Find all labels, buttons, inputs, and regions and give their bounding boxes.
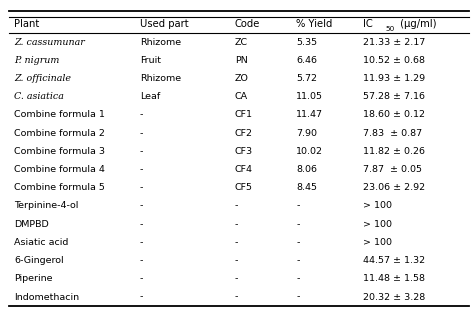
Text: -: -	[140, 165, 143, 174]
Text: Combine formula 1: Combine formula 1	[14, 111, 105, 119]
Text: -: -	[296, 293, 300, 301]
Text: CF3: CF3	[235, 147, 253, 156]
Text: 11.82 ± 0.26: 11.82 ± 0.26	[363, 147, 425, 156]
Text: CA: CA	[235, 92, 248, 101]
Text: CF5: CF5	[235, 183, 253, 192]
Text: 8.45: 8.45	[296, 183, 317, 192]
Text: 7.90: 7.90	[296, 129, 317, 138]
Text: 11.48 ± 1.58: 11.48 ± 1.58	[363, 274, 425, 283]
Text: Rhizome: Rhizome	[140, 38, 181, 46]
Text: -: -	[140, 293, 143, 301]
Text: -: -	[235, 274, 238, 283]
Text: Combine formula 4: Combine formula 4	[14, 165, 105, 174]
Text: -: -	[235, 202, 238, 210]
Text: -: -	[296, 220, 300, 229]
Text: Terpinine-4-ol: Terpinine-4-ol	[14, 202, 79, 210]
Text: -: -	[296, 202, 300, 210]
Text: Combine formula 2: Combine formula 2	[14, 129, 105, 138]
Text: CF4: CF4	[235, 165, 253, 174]
Text: 11.93 ± 1.29: 11.93 ± 1.29	[363, 74, 425, 83]
Text: -: -	[140, 129, 143, 138]
Text: Leaf: Leaf	[140, 92, 160, 101]
Text: 5.72: 5.72	[296, 74, 317, 83]
Text: CF1: CF1	[235, 111, 253, 119]
Text: P. nigrum: P. nigrum	[14, 56, 60, 65]
Text: Combine formula 3: Combine formula 3	[14, 147, 105, 156]
Text: ZC: ZC	[235, 38, 248, 46]
Text: C. asiatica: C. asiatica	[14, 92, 64, 101]
Text: 18.60 ± 0.12: 18.60 ± 0.12	[363, 111, 425, 119]
Text: > 100: > 100	[363, 238, 392, 247]
Text: 8.06: 8.06	[296, 165, 317, 174]
Text: 7.87  ± 0.05: 7.87 ± 0.05	[363, 165, 421, 174]
Text: -: -	[140, 238, 143, 247]
Text: % Yield: % Yield	[296, 19, 333, 29]
Text: Z. officinale: Z. officinale	[14, 74, 71, 83]
Text: Combine formula 5: Combine formula 5	[14, 183, 105, 192]
Text: 20.32 ± 3.28: 20.32 ± 3.28	[363, 293, 425, 301]
Text: > 100: > 100	[363, 220, 392, 229]
Text: Plant: Plant	[14, 19, 39, 29]
Text: -: -	[140, 183, 143, 192]
Text: -: -	[140, 202, 143, 210]
Text: (μg/ml): (μg/ml)	[397, 19, 436, 29]
Text: Z. cassumunar: Z. cassumunar	[14, 38, 85, 46]
Text: -: -	[235, 220, 238, 229]
Text: 44.57 ± 1.32: 44.57 ± 1.32	[363, 256, 425, 265]
Text: -: -	[140, 147, 143, 156]
Text: 10.02: 10.02	[296, 147, 323, 156]
Text: -: -	[140, 220, 143, 229]
Text: 50: 50	[385, 26, 395, 32]
Text: PN: PN	[235, 56, 247, 65]
Text: Asiatic acid: Asiatic acid	[14, 238, 69, 247]
Text: -: -	[296, 238, 300, 247]
Text: 11.47: 11.47	[296, 111, 323, 119]
Text: -: -	[296, 274, 300, 283]
Text: -: -	[140, 111, 143, 119]
Text: 6-Gingerol: 6-Gingerol	[14, 256, 64, 265]
Text: 6.46: 6.46	[296, 56, 317, 65]
Text: Fruit: Fruit	[140, 56, 161, 65]
Text: Code: Code	[235, 19, 260, 29]
Text: ZO: ZO	[235, 74, 248, 83]
Text: Indomethacin: Indomethacin	[14, 293, 79, 301]
Text: 21.33 ± 2.17: 21.33 ± 2.17	[363, 38, 425, 46]
Text: Piperine: Piperine	[14, 274, 53, 283]
Text: -: -	[296, 256, 300, 265]
Text: 57.28 ± 7.16: 57.28 ± 7.16	[363, 92, 425, 101]
Text: 10.52 ± 0.68: 10.52 ± 0.68	[363, 56, 425, 65]
Text: -: -	[235, 238, 238, 247]
Text: > 100: > 100	[363, 202, 392, 210]
Text: 23.06 ± 2.92: 23.06 ± 2.92	[363, 183, 425, 192]
Text: IC: IC	[363, 19, 373, 29]
Text: -: -	[140, 256, 143, 265]
Text: 5.35: 5.35	[296, 38, 318, 46]
Text: CF2: CF2	[235, 129, 253, 138]
Text: DMPBD: DMPBD	[14, 220, 49, 229]
Text: -: -	[235, 256, 238, 265]
Text: -: -	[140, 274, 143, 283]
Text: Rhizome: Rhizome	[140, 74, 181, 83]
Text: 7.83  ± 0.87: 7.83 ± 0.87	[363, 129, 422, 138]
Text: 11.05: 11.05	[296, 92, 323, 101]
Text: Used part: Used part	[140, 19, 189, 29]
Text: -: -	[235, 293, 238, 301]
